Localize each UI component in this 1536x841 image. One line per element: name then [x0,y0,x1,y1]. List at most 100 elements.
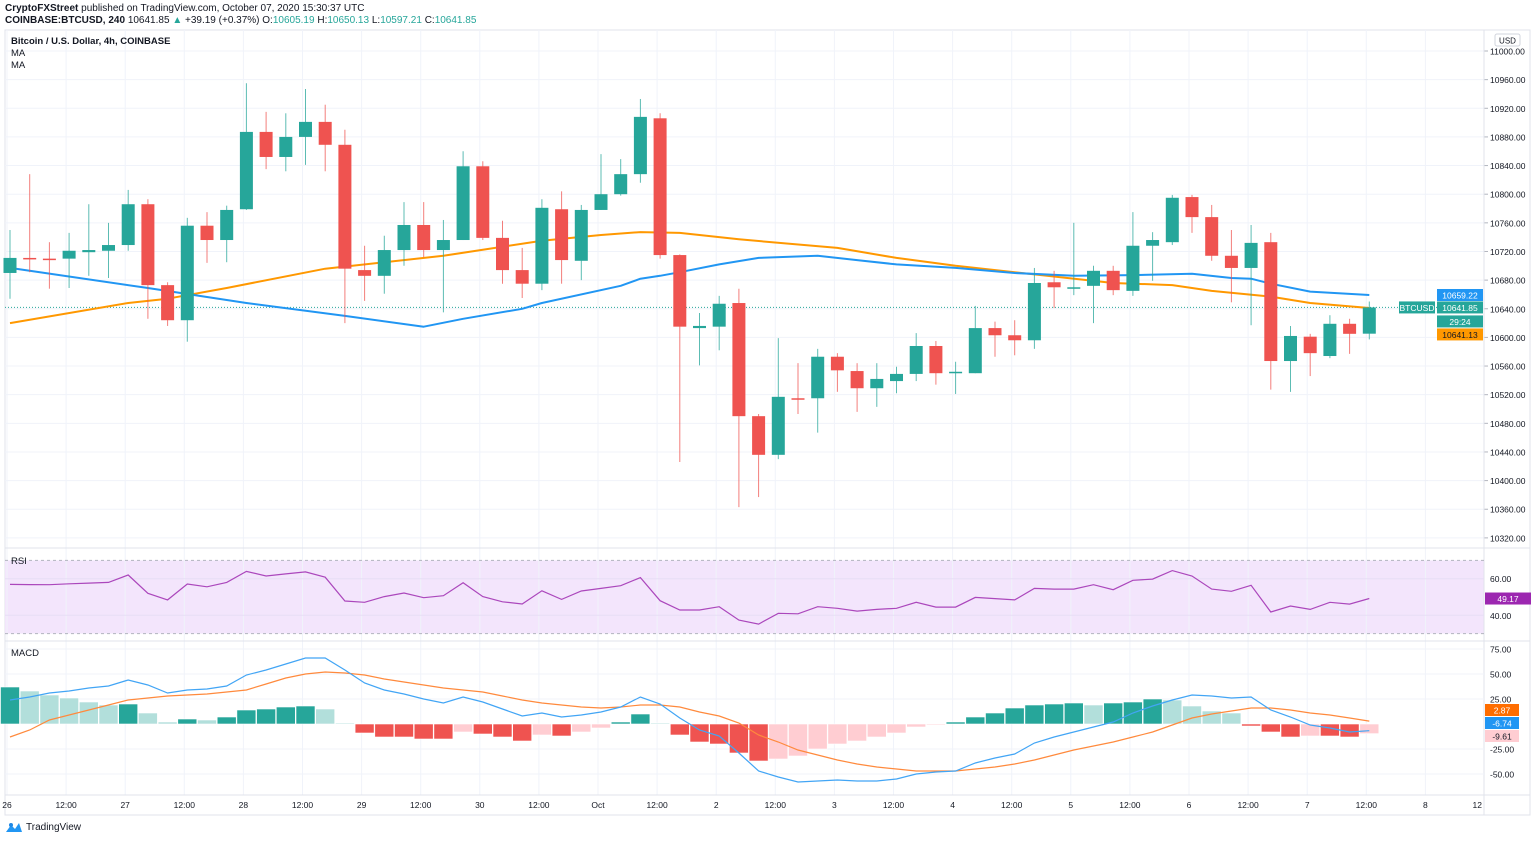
macd-histogram-bar [591,723,611,729]
candle-body[interactable] [1106,270,1120,291]
candle-body[interactable] [338,144,352,269]
candle-body[interactable] [141,204,155,286]
candle-body[interactable] [82,250,96,253]
candle-body[interactable] [850,371,864,389]
candle-body[interactable] [239,131,253,210]
candle-body[interactable] [42,258,56,261]
macd-histogram-bar [689,723,710,743]
legend-ma-1[interactable]: MA [11,48,26,59]
candle-body[interactable] [259,131,273,157]
candle-body[interactable] [62,250,76,259]
candle-body[interactable] [555,209,569,261]
candle-body[interactable] [988,328,1002,336]
candle-body[interactable] [397,224,411,251]
candle-body[interactable] [279,136,293,157]
candle-body[interactable] [791,398,805,400]
ma-orange-price-label-bg [1437,328,1483,341]
macd-histogram-bar [985,712,1005,725]
candle-body[interactable] [377,250,391,276]
candle-body[interactable] [574,209,588,261]
time-axis-label: 26 [2,800,12,810]
candle-body[interactable] [1047,282,1061,288]
candle-body[interactable] [752,416,766,455]
candle-body[interactable] [1205,217,1219,256]
candle-body[interactable] [299,121,312,137]
candle-body[interactable] [1224,255,1238,268]
candle-body[interactable] [161,285,175,321]
time-axis-label: 4 [950,800,955,810]
candle-body[interactable] [1284,335,1297,362]
candle-body[interactable] [1303,336,1317,354]
candle-body[interactable] [633,116,647,175]
candle-body[interactable] [1126,245,1140,291]
macd-value-label: -6.74 [1492,719,1512,729]
candle-body[interactable] [949,371,963,374]
currency-button[interactable] [1494,33,1521,47]
legend-ma-2[interactable]: MA [11,60,26,71]
candle-body[interactable] [102,245,115,251]
candle-body[interactable] [1087,270,1100,286]
candle-body[interactable] [1185,197,1199,218]
candle-body[interactable] [594,194,608,210]
candle-body[interactable] [771,396,785,455]
candle-body[interactable] [870,378,884,389]
candle-body[interactable] [1067,287,1081,289]
candle-body[interactable] [712,303,726,327]
candle-body[interactable] [180,225,194,321]
candle-body[interactable] [496,237,509,271]
macd-histogram-bar [335,722,355,725]
candle-body[interactable] [811,356,825,399]
rsi-value-label-bg [1485,592,1531,605]
candle-body[interactable] [515,270,529,284]
candle-body[interactable] [476,166,490,238]
candle-body[interactable] [673,255,687,327]
candle-body[interactable] [1244,242,1258,268]
price-axis-label: 10440.00 [1490,447,1526,457]
candle-body[interactable] [1165,197,1179,243]
publisher-name[interactable]: CryptoFXStreet [5,3,79,14]
candle-body[interactable] [358,270,372,276]
rsi-legend[interactable]: RSI [11,556,27,567]
candle-body[interactable] [653,118,667,256]
candle-body[interactable] [1362,307,1376,334]
candle-body[interactable] [968,328,982,374]
candle-body[interactable] [436,240,450,251]
candle-body[interactable] [890,373,903,382]
macd-axis-label: -25.00 [1490,745,1514,755]
macd-histogram-bar [827,723,848,745]
candle-body[interactable] [1323,323,1337,357]
macd-histogram-bar [1280,723,1301,738]
macd-histogram-bar [295,705,316,725]
candle-body[interactable] [929,345,943,374]
candle-body[interactable] [909,345,923,374]
candle-body[interactable] [1264,242,1278,362]
tradingview-brand[interactable]: TradingView [26,821,82,833]
candle-body[interactable] [693,325,706,329]
time-axis-label: 8 [1423,800,1428,810]
candle-body[interactable] [417,224,431,251]
candle-body[interactable] [830,356,844,371]
candle-body[interactable] [200,225,214,241]
price-change: +39.19 (+0.37%) [185,15,260,26]
candle-body[interactable] [1146,240,1160,246]
candle-body[interactable] [23,257,37,260]
candle-body[interactable] [1008,335,1022,341]
candle-body[interactable] [456,166,470,241]
candle-body[interactable] [1343,323,1357,334]
candle-body[interactable] [121,204,135,246]
macd-legend[interactable]: MACD [11,648,39,659]
candle-body[interactable] [220,209,234,241]
macd-histogram-bar [236,709,257,725]
footer: TradingView [5,821,81,833]
macd-histogram-bar [39,694,60,725]
time-axis-label: 27 [120,800,130,810]
candle-body[interactable] [3,257,17,273]
candle-body[interactable] [1027,282,1041,341]
candle-body[interactable] [535,207,549,284]
candle-body[interactable] [732,303,746,417]
ohlc-open-label: O: [262,15,273,26]
price-axis-label: 10760.00 [1490,218,1526,228]
candle-body[interactable] [318,121,332,145]
candle-body[interactable] [614,174,628,195]
